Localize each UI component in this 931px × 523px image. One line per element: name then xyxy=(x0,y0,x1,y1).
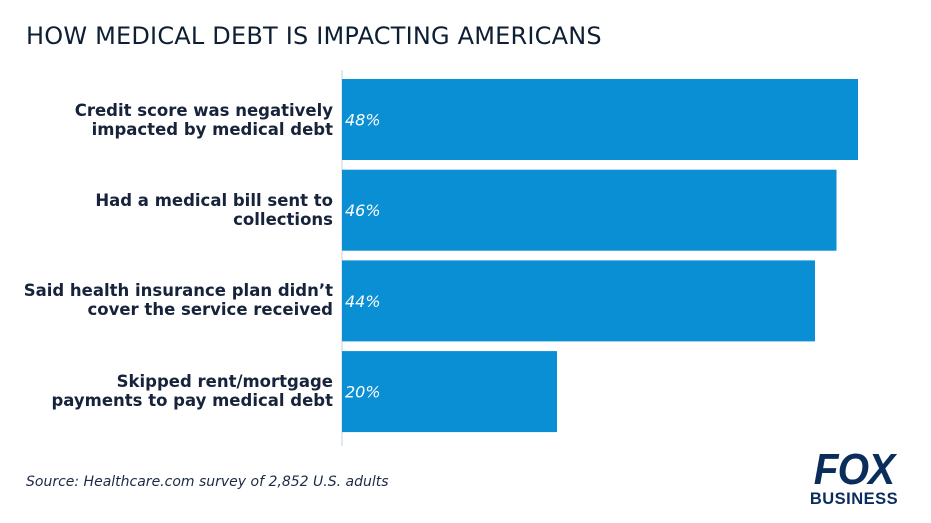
logo-fox-text: FOX xyxy=(813,445,895,494)
category-label-line: payments to pay medical debt xyxy=(51,391,333,410)
category-label-line: impacted by medical debt xyxy=(91,120,333,139)
chart-title: HOW MEDICAL DEBT IS IMPACTING AMERICANS xyxy=(26,22,602,50)
bar-value-label: 48% xyxy=(345,111,381,130)
logo-business-text: BUSINESS xyxy=(809,490,899,508)
category-label-line: Said health insurance plan didn’t xyxy=(23,281,333,300)
bar-value-label: 46% xyxy=(345,201,381,220)
category-label-line: cover the service received xyxy=(87,300,333,319)
source-note: Source: Healthcare.com survey of 2,852 U… xyxy=(26,474,389,490)
bar xyxy=(342,169,837,251)
category-label-credit-score: Credit score was negatively impacted by … xyxy=(3,100,333,140)
bar xyxy=(342,351,557,433)
category-label-line: Had a medical bill sent to xyxy=(95,191,333,210)
category-label-line: collections xyxy=(233,210,333,229)
category-label-collections: Had a medical bill sent to collections xyxy=(3,190,333,230)
category-label-insurance: Said health insurance plan didn’t cover … xyxy=(3,280,333,320)
fox-business-logo: FOX BUSINESS xyxy=(798,445,910,510)
bar xyxy=(342,79,858,160)
category-label-rent: Skipped rent/mortgage payments to pay me… xyxy=(3,371,333,411)
bar-value-label: 44% xyxy=(345,292,381,311)
category-label-line: Credit score was negatively xyxy=(74,101,333,120)
bar-value-label: 20% xyxy=(345,383,381,402)
category-label-line: Skipped rent/mortgage xyxy=(116,372,333,391)
bar xyxy=(342,260,815,342)
